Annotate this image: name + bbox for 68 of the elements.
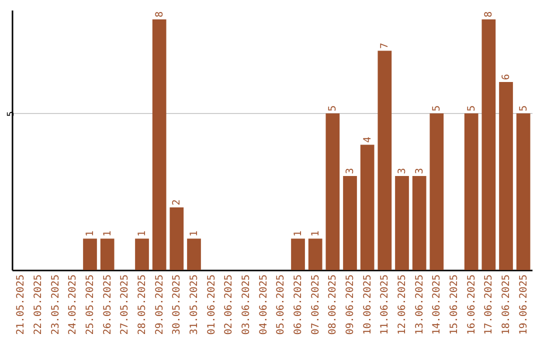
- x-tick-label: 05.06.2025: [276, 274, 287, 335]
- x-tick-label: 29.05.2025: [154, 274, 166, 335]
- data-label: 1: [189, 230, 200, 237]
- data-label: 6: [501, 74, 512, 80]
- bar: [343, 176, 357, 270]
- bar: [308, 238, 322, 270]
- x-tick-label: 21.05.2025: [16, 274, 27, 335]
- data-label: 5: [518, 105, 530, 112]
- bar: [464, 113, 478, 270]
- x-tick-label: 17.06.2025: [484, 274, 495, 335]
- x-tick-label: 28.05.2025: [137, 274, 148, 335]
- x-tick-label: 18.06.2025: [501, 274, 512, 335]
- data-label: 1: [310, 230, 322, 237]
- data-label: 5: [432, 105, 443, 112]
- x-tick-label: 13.06.2025: [414, 274, 426, 335]
- data-label: 3: [397, 168, 408, 174]
- x-tick-label: 25.05.2025: [85, 274, 96, 335]
- data-label: 1: [293, 230, 304, 237]
- data-label: 4: [362, 136, 374, 143]
- x-tick-label: 08.06.2025: [328, 274, 339, 335]
- x-tick-label: 31.05.2025: [189, 274, 200, 335]
- bar: [100, 238, 114, 270]
- x-tick-label: 09.06.2025: [345, 274, 356, 335]
- bar: [152, 19, 166, 270]
- data-label: 5: [466, 105, 478, 112]
- x-tick-label: 19.06.2025: [518, 274, 530, 335]
- x-tick-label: 06.06.2025: [293, 274, 304, 335]
- bar: [187, 238, 201, 270]
- data-label: 7: [380, 42, 391, 49]
- x-tick-label: 10.06.2025: [362, 274, 374, 335]
- data-label: 3: [414, 168, 426, 174]
- bar: [291, 238, 305, 270]
- x-tick-label: 12.06.2025: [397, 274, 408, 335]
- bar: [430, 113, 444, 270]
- x-tick-label: 23.05.2025: [50, 274, 62, 335]
- data-label: 1: [85, 230, 96, 237]
- bar: [326, 113, 340, 270]
- x-tick-label: 26.05.2025: [102, 274, 114, 335]
- x-tick-label: 01.06.2025: [206, 274, 218, 335]
- data-label: 1: [102, 230, 114, 237]
- x-tick-label: 07.06.2025: [310, 274, 322, 335]
- x-tick-label: 30.05.2025: [172, 274, 183, 335]
- data-label: 5: [328, 105, 339, 112]
- bar: [395, 176, 409, 270]
- bar: [499, 82, 513, 270]
- x-tick-label: 04.06.2025: [258, 274, 270, 335]
- bar: [516, 113, 530, 270]
- bar: [482, 19, 496, 270]
- bar: [360, 144, 374, 270]
- x-tick-label: 15.06.2025: [449, 274, 460, 335]
- data-label: 3: [345, 168, 356, 174]
- x-tick-label: 24.05.2025: [68, 274, 79, 335]
- bar: [170, 207, 184, 270]
- data-label: 2: [172, 199, 183, 206]
- x-tick-label: 14.06.2025: [432, 274, 443, 335]
- x-tick-label: 22.05.2025: [33, 274, 44, 335]
- data-label: 8: [484, 11, 495, 18]
- x-tick-label: 11.06.2025: [380, 274, 391, 335]
- bar: [378, 50, 392, 270]
- bar: [135, 238, 149, 270]
- x-tick-label: 16.06.2025: [466, 274, 478, 335]
- bar: [83, 238, 97, 270]
- data-label: 1: [137, 230, 148, 237]
- x-tick-label: 03.06.2025: [241, 274, 252, 335]
- data-label: 8: [154, 11, 166, 18]
- x-tick-label: 27.05.2025: [120, 274, 131, 335]
- x-tick-label: 02.06.2025: [224, 274, 235, 335]
- bar: [412, 176, 426, 270]
